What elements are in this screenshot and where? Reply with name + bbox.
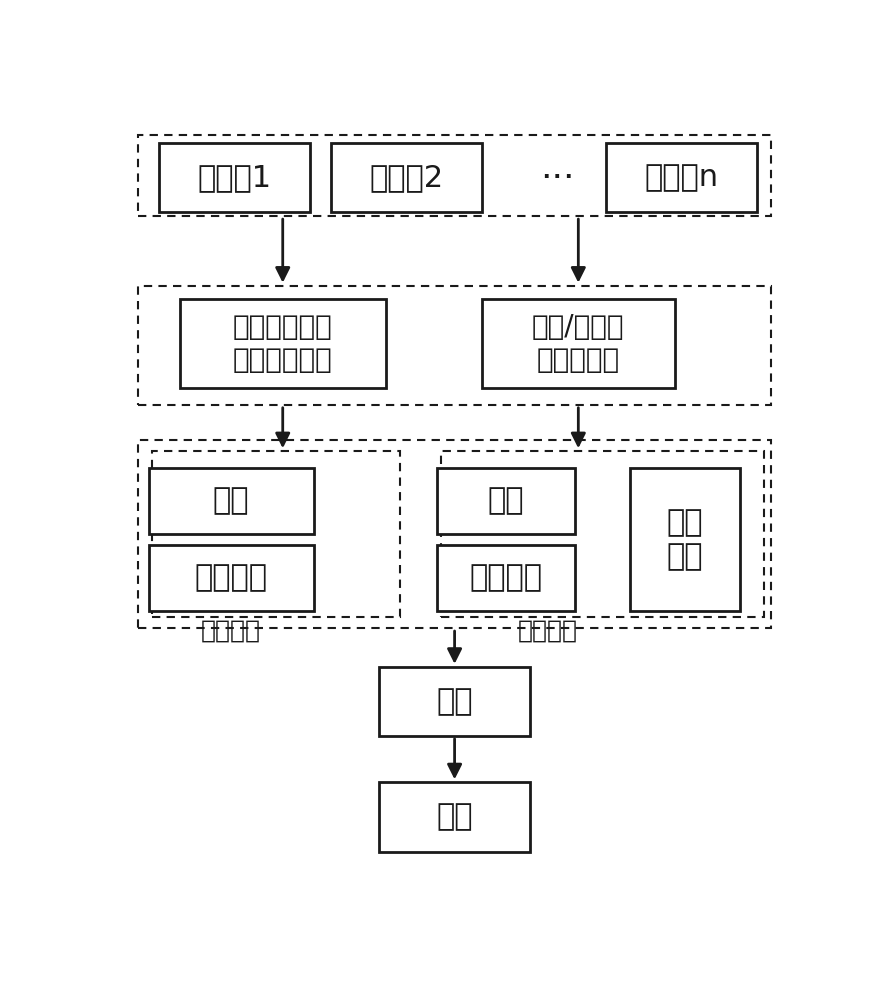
Text: 用户: 用户 (436, 802, 472, 831)
Text: 报价: 报价 (487, 487, 524, 516)
Bar (149, 468, 314, 534)
Bar (159, 143, 310, 212)
Bar (378, 782, 530, 852)
Bar (437, 545, 574, 611)
Bar (152, 451, 399, 617)
Text: 风电场n: 风电场n (643, 163, 718, 192)
Bar (482, 299, 674, 388)
Bar (138, 440, 770, 628)
Text: 机组排序: 机组排序 (469, 564, 542, 593)
Bar (440, 451, 763, 617)
Text: 风电场2: 风电场2 (369, 163, 443, 192)
Text: 机组排序: 机组排序 (194, 564, 268, 593)
Bar (629, 468, 739, 611)
Bar (138, 135, 770, 216)
Bar (330, 143, 482, 212)
Text: 调度: 调度 (436, 687, 472, 716)
Bar (378, 667, 530, 736)
Text: 风电功率实时
消纳空间计算: 风电功率实时 消纳空间计算 (233, 313, 332, 374)
Text: 日前市场: 日前市场 (201, 619, 260, 643)
Text: 报价: 报价 (213, 487, 249, 516)
Text: 风电场1: 风电场1 (198, 163, 271, 192)
Text: 短期/超短期
风功率预测: 短期/超短期 风功率预测 (532, 313, 624, 374)
Bar (605, 143, 756, 212)
Bar (179, 299, 385, 388)
Text: 备用
储能: 备用 储能 (666, 508, 703, 571)
Bar (138, 286, 770, 405)
Text: 实时市场: 实时市场 (517, 619, 577, 643)
Bar (437, 468, 574, 534)
Bar (149, 545, 314, 611)
Text: ···: ··· (540, 161, 574, 195)
